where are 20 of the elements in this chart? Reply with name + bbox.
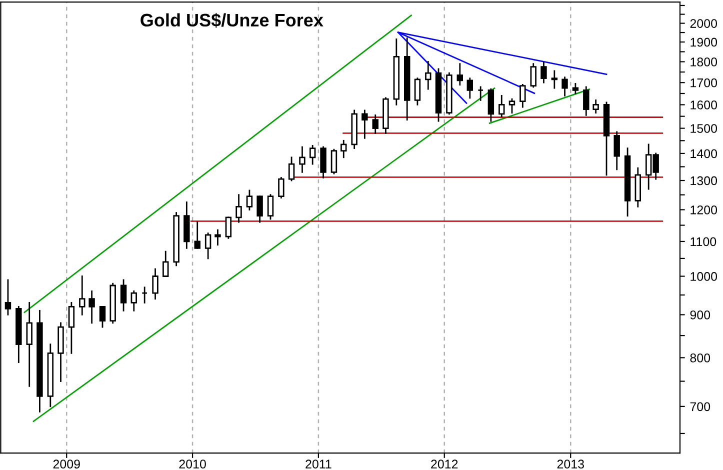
y-tick-label: 1700 (690, 78, 718, 88)
x-tick-label: 2013 (557, 460, 584, 469)
y-tick-label: 1200 (690, 206, 718, 214)
y-tick-label: 1300 (690, 176, 718, 186)
text: Gold US$/Unze Forex (140, 12, 324, 28)
x-tick-label: 2010 (179, 460, 206, 469)
x-tick-label: 2012 (431, 460, 458, 469)
y-tick-label: 800 (690, 353, 710, 362)
y-tick-label: 1100 (690, 237, 716, 246)
y-tick-label: 2000 (690, 19, 718, 28)
x-tick-label: 2011 (306, 460, 332, 469)
y-tick-label: 1500 (690, 124, 718, 133)
x-tick-label: 2009 (53, 460, 80, 469)
y-tick-label: 1900 (690, 38, 718, 47)
y-tick-label: 1400 (690, 149, 718, 158)
y-tick-label: 900 (690, 310, 710, 320)
y-tick-label: 700 (690, 402, 710, 412)
y-tick-label: 1600 (690, 100, 718, 110)
y-tick-label: 1800 (690, 58, 718, 66)
y-tick-label: 1000 (690, 272, 718, 281)
